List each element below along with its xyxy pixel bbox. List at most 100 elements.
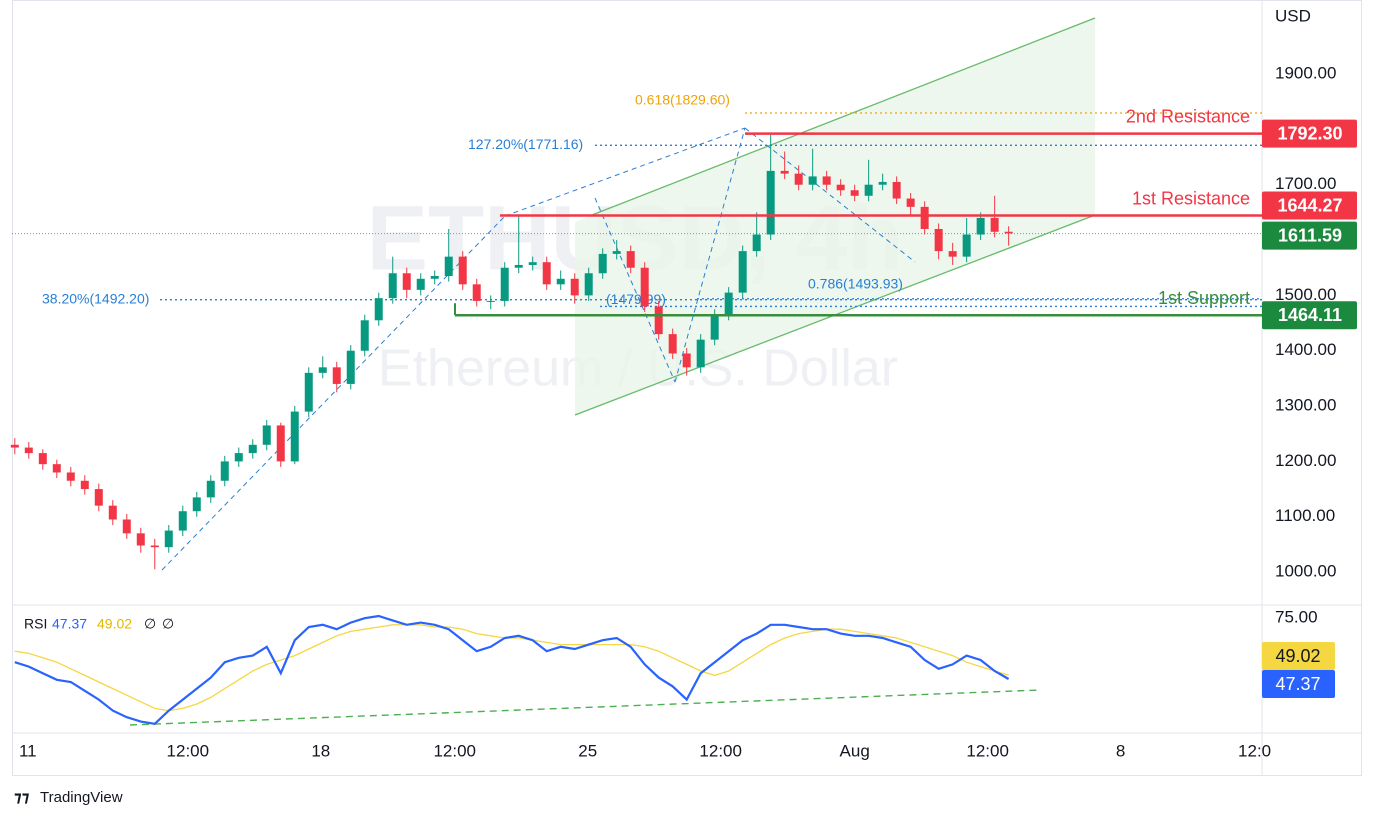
candle-body	[710, 314, 719, 340]
candle-body	[136, 533, 145, 546]
rsi-legend-name: RSI	[24, 616, 47, 632]
candle-body	[514, 264, 523, 268]
brand: TradingView	[40, 789, 123, 806]
y-tick-label: 1200.00	[1275, 451, 1336, 470]
y-tick-label: 1500.00	[1275, 285, 1336, 304]
price-badge	[1262, 301, 1357, 330]
pattern-lines	[161, 127, 916, 571]
candle-body	[24, 447, 33, 454]
candle-body	[822, 176, 831, 185]
level-name: 1st Resistance	[1132, 188, 1250, 208]
candle-body	[668, 334, 677, 354]
pattern-leg	[594, 197, 676, 383]
candle-body	[850, 190, 859, 196]
y-tick-label: 75.00	[1275, 608, 1318, 627]
y-tick-label: 1400.00	[1275, 340, 1336, 359]
y-tick-label: 1000.00	[1275, 562, 1336, 581]
x-tick-label: Aug	[840, 741, 870, 760]
candle-body	[108, 505, 117, 520]
candle-body	[444, 256, 453, 277]
candle-body	[864, 184, 873, 196]
currency-label: USD	[1275, 6, 1311, 25]
candle-body	[696, 339, 705, 368]
candle-body	[892, 181, 901, 199]
candle-body	[500, 267, 509, 301]
rsi-line	[14, 614, 1010, 725]
candle-body	[584, 273, 593, 296]
candle-body	[1004, 231, 1013, 234]
price-badge-label: 1644.27	[1277, 195, 1342, 215]
price-badge-label: 1792.30	[1277, 123, 1342, 143]
candle-body	[10, 444, 19, 448]
x-tick-label: 12:00	[167, 741, 210, 760]
rsi-trendline	[129, 689, 1041, 726]
frame	[12, 0, 1362, 776]
candle-body	[626, 251, 635, 268]
candle-body	[304, 372, 313, 412]
fib-label: (1479.99)	[606, 291, 666, 307]
price-badge-label: 1464.11	[1278, 305, 1342, 325]
fib-label: 38.20%(1492.20)	[42, 290, 149, 306]
rsi-legend-value: 47.37	[52, 616, 87, 632]
indicator-badge-label: 47.37	[1275, 674, 1320, 694]
price-badge-label: 1611.59	[1278, 225, 1342, 245]
candle-body	[458, 256, 467, 285]
pattern-leg	[504, 127, 746, 217]
candle-body	[472, 284, 481, 301]
candle-body	[878, 181, 887, 185]
candle-body	[430, 276, 439, 279]
y-tick-label: 1700.00	[1275, 174, 1336, 193]
indicator-badge	[1262, 642, 1335, 670]
level-name: 1st Support	[1158, 288, 1250, 308]
level-name: 2nd Resistance	[1126, 106, 1250, 126]
x-tick-label: 8	[1116, 741, 1125, 760]
candle-body	[150, 545, 159, 548]
rsi-ma-legend-value: 49.02	[97, 616, 132, 632]
candle-body	[52, 464, 61, 473]
candle-body	[360, 320, 369, 351]
candle-body	[934, 228, 943, 252]
y-tick-label: 1900.00	[1275, 64, 1336, 83]
candle-body	[66, 472, 75, 481]
channel-upper	[591, 17, 1096, 216]
candle-body	[920, 206, 929, 229]
brand-logo: ⁊⁊	[14, 789, 29, 806]
candle-body	[738, 251, 747, 293]
x-tick-label: 25	[578, 741, 597, 760]
pattern-leg	[744, 127, 916, 263]
indicator-badge	[1262, 670, 1335, 698]
fib-label: 0.786(1493.93)	[808, 275, 903, 291]
candle-body	[122, 519, 131, 534]
candle-body	[402, 273, 411, 290]
candle-body	[990, 217, 999, 232]
indicator-badge-label: 49.02	[1275, 646, 1320, 666]
x-tick-label: 12:0	[1238, 741, 1271, 760]
x-tick-label: 12:00	[433, 741, 476, 760]
candle-body	[332, 367, 341, 384]
candle-body	[836, 184, 845, 191]
candle-body	[206, 480, 215, 498]
pattern-leg	[161, 215, 506, 571]
candle-body	[290, 411, 299, 462]
x-tick-label: 11	[19, 741, 37, 760]
candle-body	[164, 530, 173, 548]
x-tick-label: 18	[311, 741, 330, 760]
candle-body	[766, 170, 775, 235]
candle-body	[248, 444, 257, 454]
candle-body	[486, 300, 495, 302]
candle-body	[612, 251, 621, 254]
candle-body	[906, 198, 915, 207]
legend-extra: ∅	[144, 616, 156, 632]
candle-body	[276, 425, 285, 462]
candle-body	[80, 480, 89, 490]
fib-label: 0.618(1829.60)	[635, 92, 730, 108]
candle-body	[346, 350, 355, 384]
candle-body	[752, 234, 761, 252]
price-badge	[1262, 191, 1357, 220]
candle-body	[262, 425, 271, 445]
y-tick-label: 1100.00	[1275, 506, 1335, 525]
fib-label: 127.20%(1771.16)	[468, 136, 583, 152]
